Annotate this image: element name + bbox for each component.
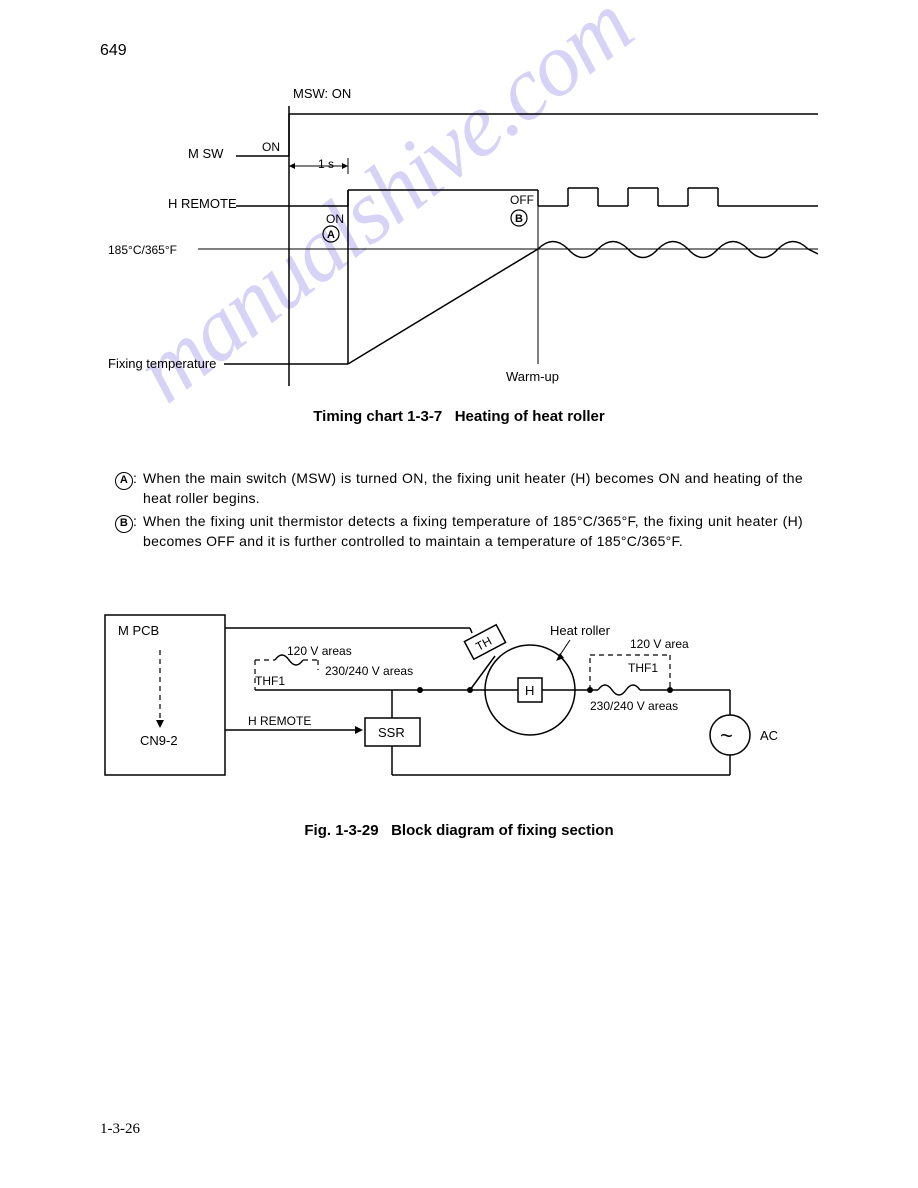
timing-chart: MSW: ON M SW ON 1 s H REMOTE ON OFF A B … <box>108 86 818 386</box>
desc-text-a: When the main switch (MSW) is turned ON,… <box>143 468 803 509</box>
desc-marker-b: B: <box>115 511 143 552</box>
marker-a: A <box>327 229 335 241</box>
page-number: 649 <box>100 42 127 60</box>
h-remote-label: H REMOTE <box>168 196 237 211</box>
block-diagram-caption: Fig. 1-3-29 Block diagram of fixing sect… <box>0 822 918 839</box>
fixing-temp-label: Fixing temperature <box>108 356 216 371</box>
v120-area-label: 120 V area <box>630 637 689 651</box>
caption-prefix: Timing chart 1-3-7 <box>313 408 442 425</box>
heat-roller-label: Heat roller <box>550 623 611 638</box>
off-label: OFF <box>510 193 534 207</box>
on-label: ON <box>326 212 344 226</box>
v230-left-label: 230/240 V areas <box>325 664 413 678</box>
v230-right-label: 230/240 V areas <box>590 699 678 713</box>
block-caption-prefix: Fig. 1-3-29 <box>304 822 378 839</box>
hremote-label: H REMOTE <box>248 714 311 728</box>
msw-on-label: MSW: ON <box>293 86 351 101</box>
ac-symbol: ~ <box>720 723 733 748</box>
v120-areas-label: 120 V areas <box>287 644 352 658</box>
description-item-b: B: When the fixing unit thermistor detec… <box>115 511 803 552</box>
ones-label: 1 s <box>318 157 334 171</box>
description-block: A: When the main switch (MSW) is turned … <box>115 468 803 553</box>
on-small-label: ON <box>262 140 280 154</box>
thf1-right-label: THF1 <box>628 661 658 675</box>
ac-label: AC <box>760 728 778 743</box>
block-diagram: M PCB CN9-2 H REMOTE SSR 120 V areas THF… <box>100 610 820 795</box>
thf1-left-label: THF1 <box>255 674 285 688</box>
temp-label: 185°C/365°F <box>108 243 177 257</box>
ssr-label: SSR <box>378 725 405 740</box>
warm-up-label: Warm-up <box>506 369 559 384</box>
caption-title: Heating of heat roller <box>455 408 605 425</box>
block-caption-title: Block diagram of fixing section <box>391 822 614 839</box>
h-label: H <box>525 683 534 698</box>
page-footer: 1-3-26 <box>100 1121 140 1138</box>
marker-b: B <box>515 213 523 225</box>
cn92-label: CN9-2 <box>140 733 178 748</box>
mpcb-label: M PCB <box>118 623 159 638</box>
description-item-a: A: When the main switch (MSW) is turned … <box>115 468 803 509</box>
desc-marker-a: A: <box>115 468 143 509</box>
timing-chart-caption: Timing chart 1-3-7 Heating of heat rolle… <box>0 408 918 425</box>
msw-label: M SW <box>188 146 224 161</box>
desc-text-b: When the fixing unit thermistor detects … <box>143 511 803 552</box>
